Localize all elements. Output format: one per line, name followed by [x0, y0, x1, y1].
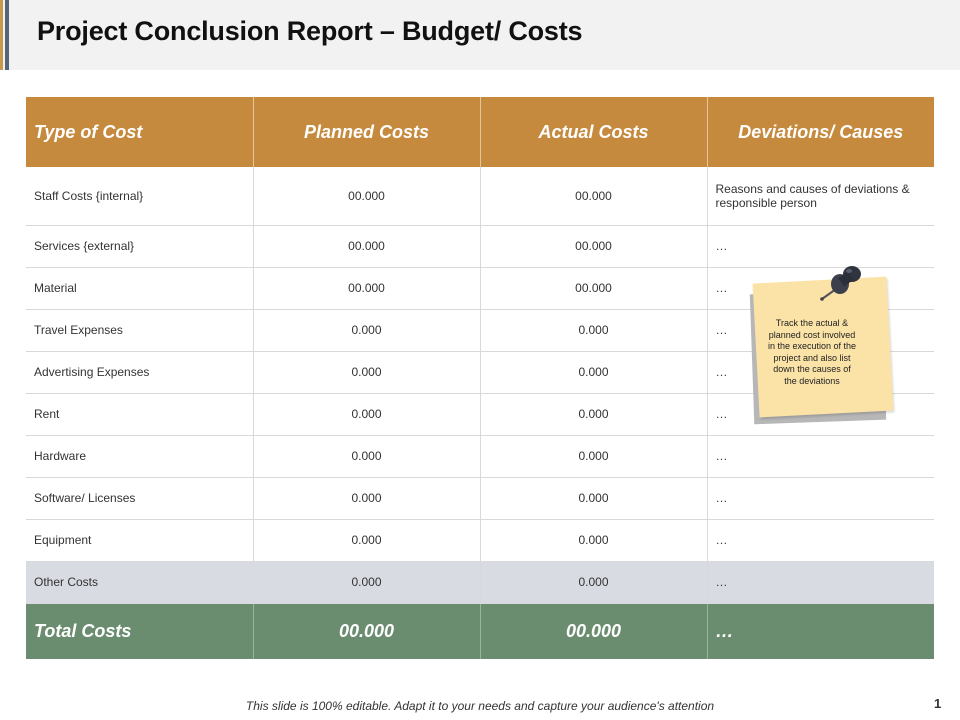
planned-cost-cell: 00.000 [253, 225, 481, 268]
table-row: Rent 0.000 0.000 … [26, 393, 934, 436]
actual-cost-cell: 0.000 [480, 477, 708, 520]
page-title: Project Conclusion Report – Budget/ Cost… [37, 16, 583, 46]
planned-cost-cell: 0.000 [253, 393, 481, 436]
actual-cost-cell: 00.000 [480, 167, 708, 226]
table-row: Hardware 0.000 0.000 … [26, 435, 934, 478]
cost-type-cell: Other Costs [26, 561, 254, 604]
deviation-cell: Reasons and causes of deviations & respo… [707, 167, 934, 226]
planned-cost-cell: 0.000 [253, 351, 481, 394]
header-planned-costs: Planned Costs [253, 97, 481, 167]
table-row-other-costs: Other Costs 0.000 0.000 … [26, 561, 934, 604]
planned-cost-cell: 00.000 [253, 267, 481, 310]
table-row: Services {external} 00.000 00.000 … [26, 225, 934, 268]
table-row: Software/ Licenses 0.000 0.000 … [26, 477, 934, 520]
sticky-note-text: Track the actual & planned cost involved… [767, 318, 857, 386]
header-actual-costs: Actual Costs [480, 97, 708, 167]
cost-type-cell: Rent [26, 393, 254, 436]
total-costs-row: Total Costs 00.000 00.000 … [26, 603, 934, 659]
title-bar: Project Conclusion Report – Budget/ Cost… [0, 0, 960, 70]
actual-cost-cell: 00.000 [480, 225, 708, 268]
title-accent-bar-dark [5, 0, 9, 70]
deviation-cell: … [707, 225, 934, 268]
total-label-cell: Total Costs [26, 603, 254, 659]
page-number: 1 [934, 696, 942, 711]
deviation-cell: … [707, 519, 934, 562]
deviation-cell: … [707, 561, 934, 604]
cost-type-cell: Software/ Licenses [26, 477, 254, 520]
planned-cost-cell: 0.000 [253, 519, 481, 562]
actual-cost-cell: 0.000 [480, 309, 708, 352]
actual-cost-cell: 0.000 [480, 393, 708, 436]
cost-type-cell: Travel Expenses [26, 309, 254, 352]
footer-note: This slide is 100% editable. Adapt it to… [245, 699, 715, 713]
planned-cost-cell: 0.000 [253, 309, 481, 352]
table-row: Equipment 0.000 0.000 … [26, 519, 934, 562]
cost-type-cell: Advertising Expenses [26, 351, 254, 394]
cost-type-cell: Hardware [26, 435, 254, 478]
pushpin-icon [820, 266, 861, 301]
planned-cost-cell: 00.000 [253, 167, 481, 226]
planned-cost-cell: 0.000 [253, 477, 481, 520]
cost-type-cell: Equipment [26, 519, 254, 562]
cost-type-cell: Material [26, 267, 254, 310]
table-header-row: Type of Cost Planned Costs Actual Costs … [26, 97, 934, 167]
actual-cost-cell: 00.000 [480, 267, 708, 310]
actual-cost-cell: 0.000 [480, 351, 708, 394]
planned-cost-cell: 0.000 [253, 561, 481, 604]
total-planned-cell: 00.000 [253, 603, 481, 659]
deviation-cell: … [707, 477, 934, 520]
cost-type-cell: Staff Costs {internal} [26, 167, 254, 226]
actual-cost-cell: 0.000 [480, 435, 708, 478]
planned-cost-cell: 0.000 [253, 435, 481, 478]
header-deviations-causes: Deviations/ Causes [707, 97, 934, 167]
title-accent-bar [0, 0, 3, 70]
total-deviation-cell: … [707, 603, 934, 659]
total-actual-cell: 00.000 [480, 603, 708, 659]
actual-cost-cell: 0.000 [480, 561, 708, 604]
cost-type-cell: Services {external} [26, 225, 254, 268]
table-row: Staff Costs {internal} 00.000 00.000 Rea… [26, 167, 934, 226]
budget-cost-table: Type of Cost Planned Costs Actual Costs … [26, 97, 934, 659]
actual-cost-cell: 0.000 [480, 519, 708, 562]
header-type-of-cost: Type of Cost [26, 97, 254, 167]
deviation-cell: … [707, 435, 934, 478]
